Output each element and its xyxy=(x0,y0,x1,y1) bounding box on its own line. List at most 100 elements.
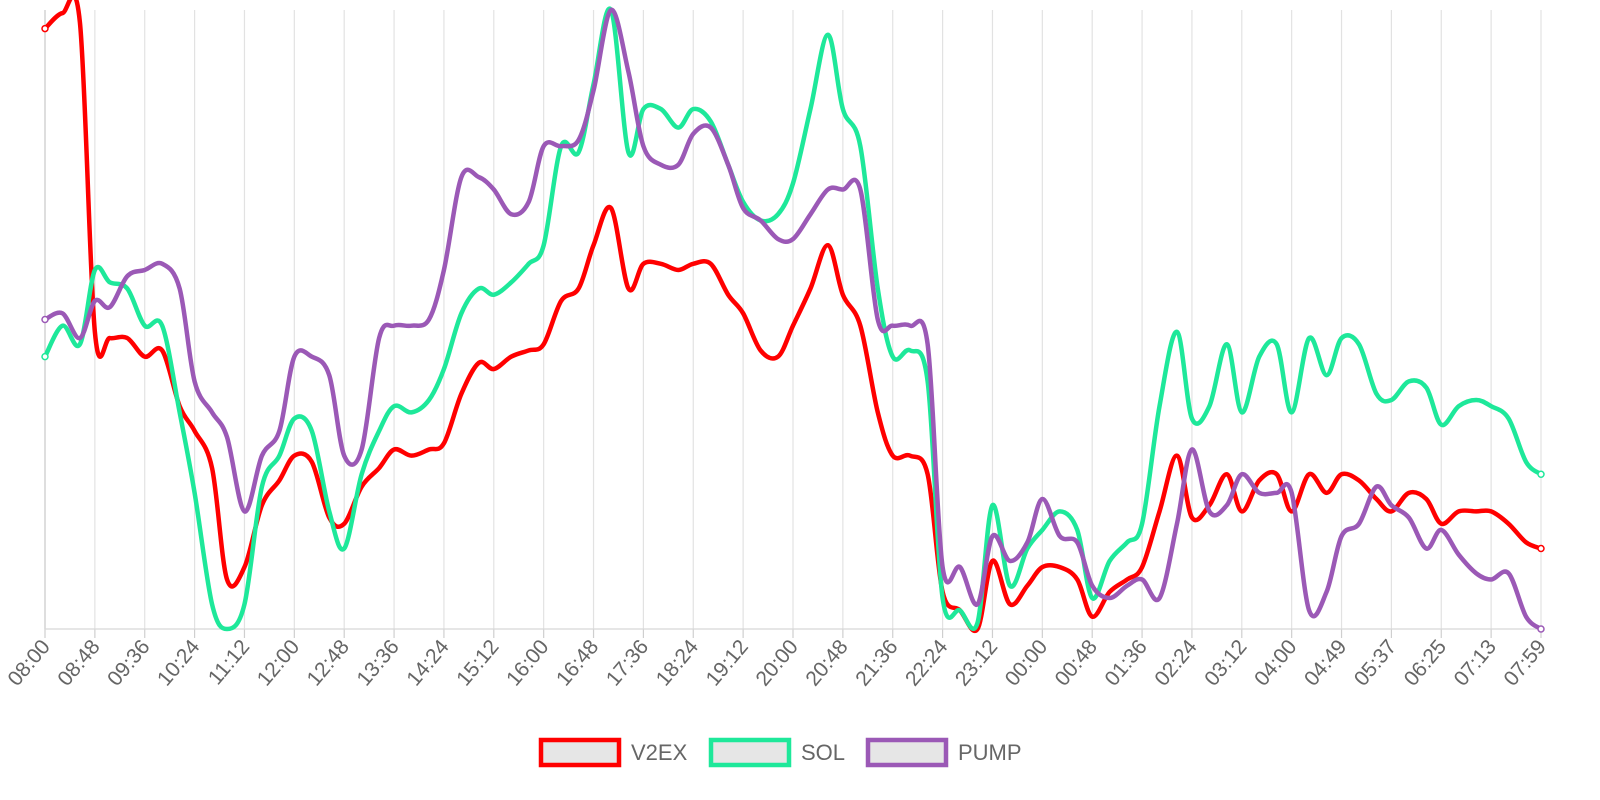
data-point[interactable] xyxy=(142,354,147,359)
data-point[interactable] xyxy=(78,20,82,25)
data-point[interactable] xyxy=(1140,521,1144,526)
data-point[interactable] xyxy=(1324,373,1329,378)
data-point[interactable] xyxy=(476,175,481,179)
data-point[interactable] xyxy=(676,268,681,272)
data-point[interactable] xyxy=(1524,540,1528,545)
data-point[interactable] xyxy=(776,354,780,359)
data-point[interactable] xyxy=(427,398,431,402)
data-point[interactable] xyxy=(1357,478,1361,483)
data-point[interactable] xyxy=(808,212,813,217)
data-point[interactable] xyxy=(858,187,863,192)
data-point[interactable] xyxy=(41,315,49,324)
data-point[interactable] xyxy=(1207,404,1212,409)
data-point[interactable] xyxy=(1474,571,1479,576)
data-point[interactable] xyxy=(908,323,913,328)
data-point[interactable] xyxy=(1374,497,1379,501)
data-point[interactable] xyxy=(1008,583,1012,588)
data-point[interactable] xyxy=(1307,608,1311,613)
data-point[interactable] xyxy=(309,429,314,433)
data-point[interactable] xyxy=(60,11,65,15)
data-point[interactable] xyxy=(858,144,863,149)
data-point[interactable] xyxy=(177,286,182,291)
data-point[interactable] xyxy=(1257,478,1262,483)
legend-item-pump[interactable]: PUMP xyxy=(865,737,1022,768)
data-point[interactable] xyxy=(1489,509,1493,514)
legend-item-sol[interactable]: SOL xyxy=(708,737,845,768)
data-point[interactable] xyxy=(940,596,945,600)
data-point[interactable] xyxy=(541,342,546,347)
data-point[interactable] xyxy=(808,286,813,291)
data-point[interactable] xyxy=(160,261,165,266)
data-point[interactable] xyxy=(277,478,282,483)
data-point[interactable] xyxy=(1140,577,1144,582)
data-point[interactable] xyxy=(342,521,347,526)
data-point[interactable] xyxy=(41,352,49,361)
data-point[interactable] xyxy=(1456,509,1461,514)
data-point[interactable] xyxy=(1057,534,1062,539)
data-point[interactable] xyxy=(576,150,581,155)
data-point[interactable] xyxy=(277,453,282,458)
data-point[interactable] xyxy=(78,342,82,347)
data-point[interactable] xyxy=(1489,577,1493,582)
data-point[interactable] xyxy=(125,336,130,340)
data-point[interactable] xyxy=(442,268,446,272)
data-point[interactable] xyxy=(908,348,913,353)
data-point[interactable] xyxy=(210,466,214,470)
data-point[interactable] xyxy=(260,484,264,489)
data-point[interactable] xyxy=(210,602,214,607)
data-point[interactable] xyxy=(1289,490,1294,495)
data-point[interactable] xyxy=(392,404,396,409)
data-point[interactable] xyxy=(958,565,962,569)
data-point[interactable] xyxy=(1157,509,1162,514)
data-point[interactable] xyxy=(1506,416,1511,421)
data-point[interactable] xyxy=(659,162,663,167)
data-point[interactable] xyxy=(476,360,481,365)
data-point[interactable] xyxy=(107,305,112,309)
data-point[interactable] xyxy=(1407,490,1411,495)
data-point[interactable] xyxy=(225,435,229,439)
data-point[interactable] xyxy=(808,107,813,111)
data-point[interactable] xyxy=(292,453,297,458)
data-point[interactable] xyxy=(1489,404,1493,409)
data-point[interactable] xyxy=(1307,472,1311,477)
data-point[interactable] xyxy=(1524,460,1528,464)
data-point[interactable] xyxy=(659,107,663,111)
data-point[interactable] xyxy=(107,280,112,285)
data-point[interactable] xyxy=(1190,515,1194,520)
data-point[interactable] xyxy=(125,286,130,291)
data-point[interactable] xyxy=(1389,509,1394,514)
data-point[interactable] xyxy=(1008,602,1012,607)
data-point[interactable] xyxy=(1040,497,1045,501)
data-point[interactable] xyxy=(1407,515,1411,520)
data-point[interactable] xyxy=(491,367,496,371)
data-point[interactable] xyxy=(526,261,531,266)
data-point[interactable] xyxy=(1424,385,1429,390)
data-point[interactable] xyxy=(1439,422,1444,427)
data-point[interactable] xyxy=(192,429,197,433)
data-point[interactable] xyxy=(93,330,97,334)
data-point[interactable] xyxy=(1537,470,1545,478)
data-point[interactable] xyxy=(791,181,795,186)
data-point[interactable] xyxy=(890,323,895,328)
data-point[interactable] xyxy=(1190,416,1194,421)
data-point[interactable] xyxy=(359,447,364,452)
data-point[interactable] xyxy=(142,268,147,272)
data-point[interactable] xyxy=(1075,540,1080,545)
data-point[interactable] xyxy=(875,410,880,415)
data-point[interactable] xyxy=(509,354,514,359)
data-point[interactable] xyxy=(1157,596,1162,600)
data-point[interactable] xyxy=(459,175,464,179)
data-point[interactable] xyxy=(160,323,165,328)
data-point[interactable] xyxy=(1456,404,1461,409)
data-point[interactable] xyxy=(626,70,631,74)
data-point[interactable] xyxy=(908,453,913,458)
data-point[interactable] xyxy=(242,565,247,569)
data-point[interactable] xyxy=(327,509,332,514)
data-point[interactable] xyxy=(327,373,332,378)
data-point[interactable] xyxy=(526,348,531,353)
data-point[interactable] xyxy=(576,138,581,142)
data-point[interactable] xyxy=(1274,342,1279,347)
data-point[interactable] xyxy=(975,602,980,607)
data-point[interactable] xyxy=(1456,552,1461,557)
data-point[interactable] xyxy=(925,472,930,477)
